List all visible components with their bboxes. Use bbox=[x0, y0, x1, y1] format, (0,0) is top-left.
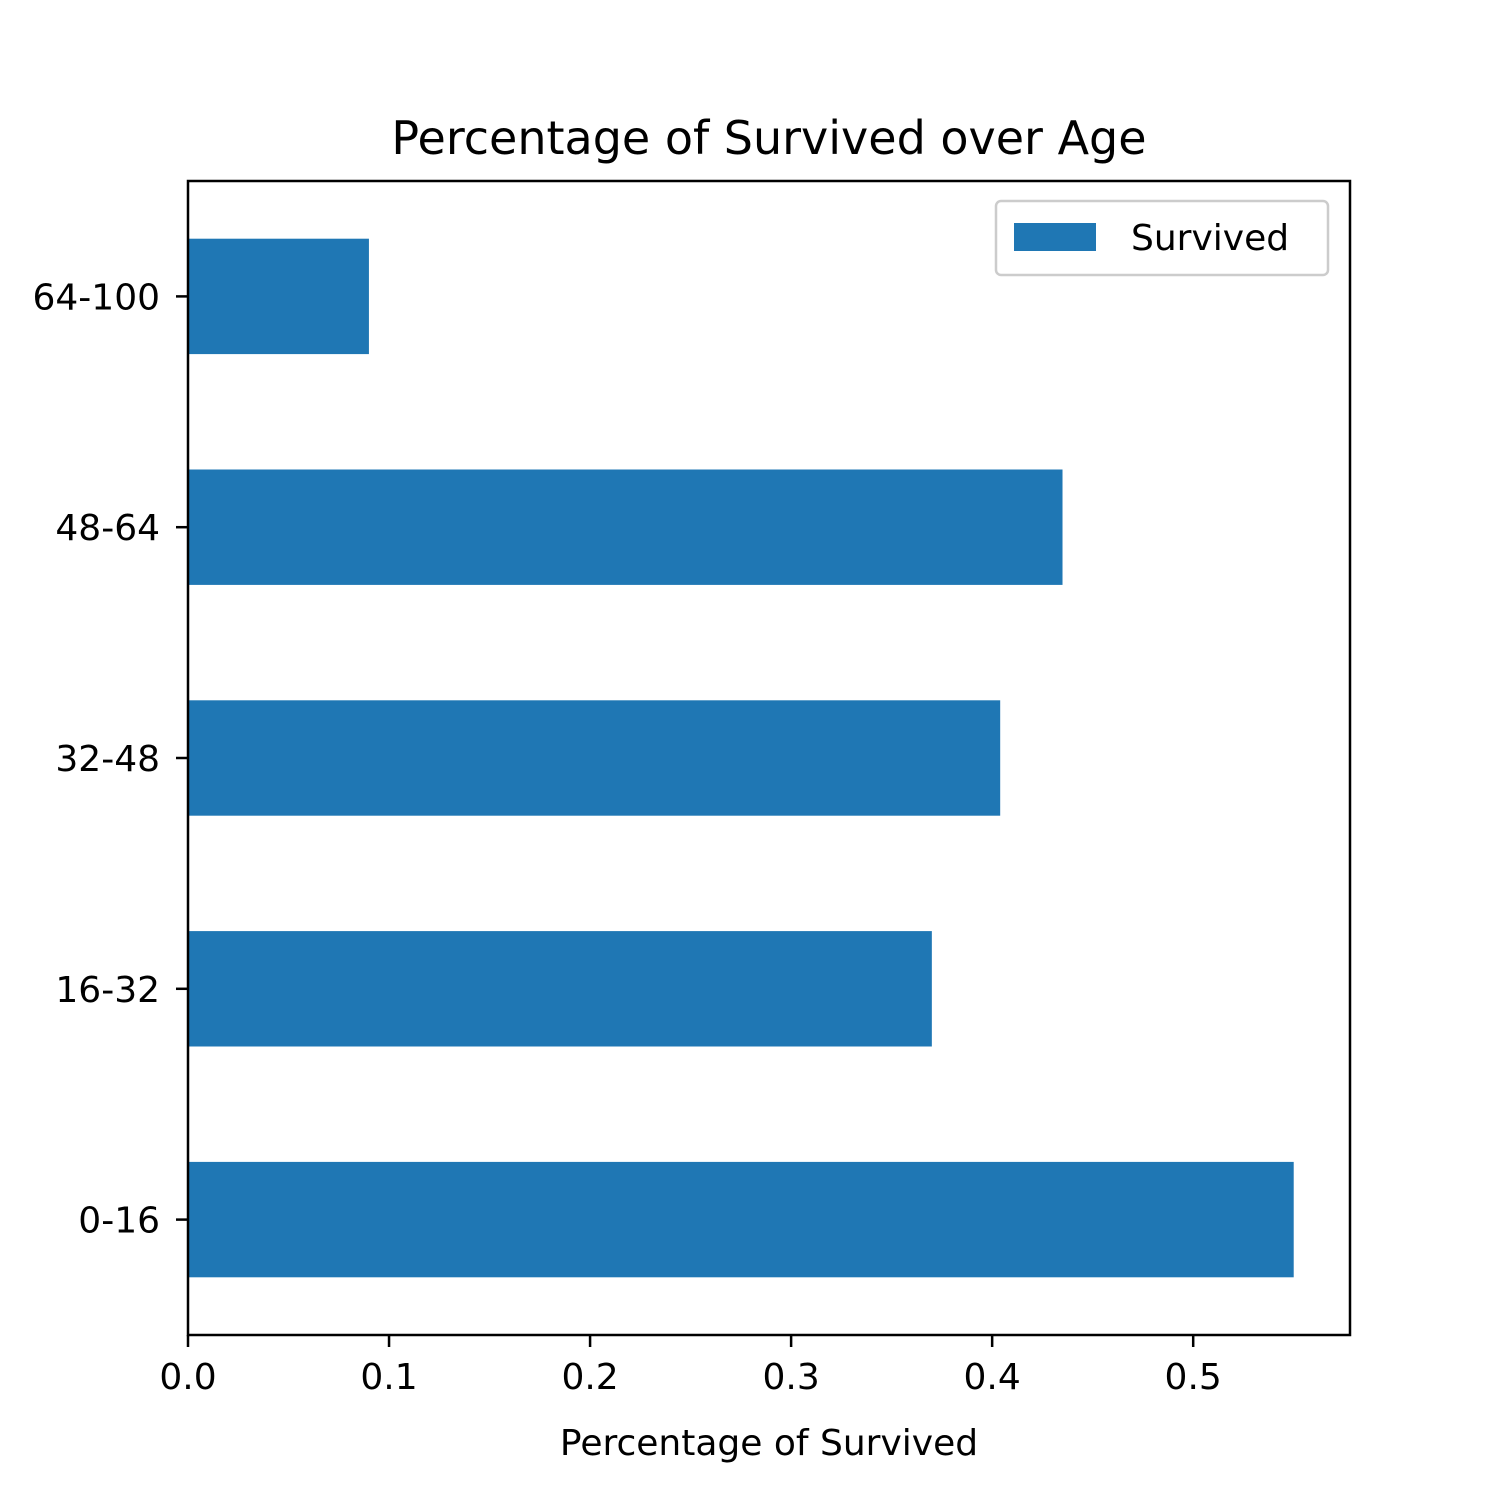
x-tick-label: 0.4 bbox=[964, 1357, 1021, 1398]
legend-label: Survived bbox=[1131, 218, 1289, 259]
bar-0-16 bbox=[188, 1161, 1294, 1278]
x-tick-label: 0.5 bbox=[1165, 1357, 1222, 1398]
x-axis-label: Percentage of Survived bbox=[560, 1423, 978, 1464]
y-tick-label: 0-16 bbox=[78, 1201, 160, 1242]
x-tick-label: 0.0 bbox=[159, 1357, 216, 1398]
legend: Survived bbox=[994, 199, 1330, 277]
bars-group bbox=[188, 238, 1294, 1278]
y-tick-label: 32-48 bbox=[55, 739, 160, 780]
legend-box bbox=[994, 199, 1330, 277]
bar-32-48 bbox=[188, 700, 1001, 816]
y-axis-ticks: 0-16 16-32 32-48 48-64 64-100 bbox=[32, 277, 188, 1242]
bar-16-32 bbox=[188, 931, 932, 1047]
x-tick-label: 0.2 bbox=[561, 1357, 618, 1398]
x-tick-label: 0.1 bbox=[360, 1357, 417, 1398]
bar-48-64 bbox=[188, 469, 1063, 585]
bar-64-100 bbox=[188, 238, 369, 355]
chart-title: Percentage of Survived over Age bbox=[391, 111, 1146, 165]
y-tick-label: 64-100 bbox=[32, 277, 160, 318]
x-axis-ticks: 0.0 0.1 0.2 0.3 0.4 0.5 bbox=[159, 1335, 1222, 1398]
y-tick-label: 16-32 bbox=[55, 970, 160, 1011]
legend-swatch bbox=[1014, 223, 1096, 251]
x-tick-label: 0.3 bbox=[762, 1357, 819, 1398]
y-tick-label: 48-64 bbox=[55, 508, 160, 549]
plot-frame bbox=[186, 179, 1352, 1337]
